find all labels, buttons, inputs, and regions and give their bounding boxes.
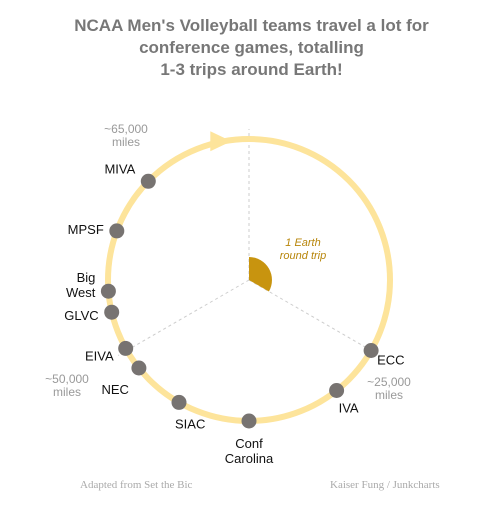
conference-dot-3	[171, 394, 187, 410]
conference-dot-7	[100, 283, 116, 299]
title-line-2: conference games, totalling	[139, 38, 364, 57]
reference-note-0-1: miles	[375, 388, 403, 402]
conference-label-2-0: Conf	[235, 436, 263, 451]
conference-label-8-0: MPSF	[68, 222, 104, 237]
footer-source: Adapted from Set the Bic	[80, 479, 193, 491]
conference-dot-0	[363, 343, 379, 358]
conference-dot-2	[241, 413, 257, 429]
conference-label-6-0: GLVC	[64, 308, 98, 323]
guide-line-1	[248, 279, 381, 356]
guide-line-2	[117, 279, 250, 356]
earth-trip-label-1: round trip	[280, 250, 326, 262]
reference-note-1-0: ~50,000	[45, 372, 89, 386]
conference-dot-4	[131, 360, 147, 376]
conference-label-7-1: West	[66, 285, 96, 300]
conference-label-9-0: MIVA	[104, 161, 135, 176]
conference-label-2-1: Carolina	[225, 451, 274, 466]
title-line-3: 1-3 trips around Earth!	[160, 60, 343, 79]
conference-label-0-0: ECC	[377, 353, 404, 368]
conference-dot-6	[104, 304, 120, 320]
conference-dot-8	[109, 223, 125, 239]
conference-label-4-0: NEC	[101, 382, 128, 397]
ring-arrowhead	[210, 131, 232, 152]
conference-dot-5	[118, 340, 134, 356]
reference-note-0-0: ~25,000	[367, 375, 411, 389]
reference-note-1-1: miles	[53, 385, 81, 399]
chart-title: NCAA Men's Volleyball teams travel a lot…	[0, 15, 503, 81]
conference-dot-1	[329, 383, 345, 398]
earth-trip-label-0: 1 Earth	[285, 237, 320, 249]
earth-trip-wedge	[249, 257, 272, 292]
conference-label-7-0: Big	[77, 270, 96, 285]
reference-note-2-0: ~65,000	[104, 122, 148, 136]
title-line-1: NCAA Men's Volleyball teams travel a lot…	[74, 16, 429, 35]
conference-label-1-0: IVA	[339, 401, 359, 416]
conference-label-3-0: SIAC	[175, 416, 205, 431]
conference-label-5-0: EIVA	[85, 348, 114, 363]
footer-credit: Kaiser Fung / Junkcharts	[330, 479, 440, 491]
conference-dot-9	[140, 173, 156, 189]
reference-note-2-1: miles	[112, 135, 140, 149]
